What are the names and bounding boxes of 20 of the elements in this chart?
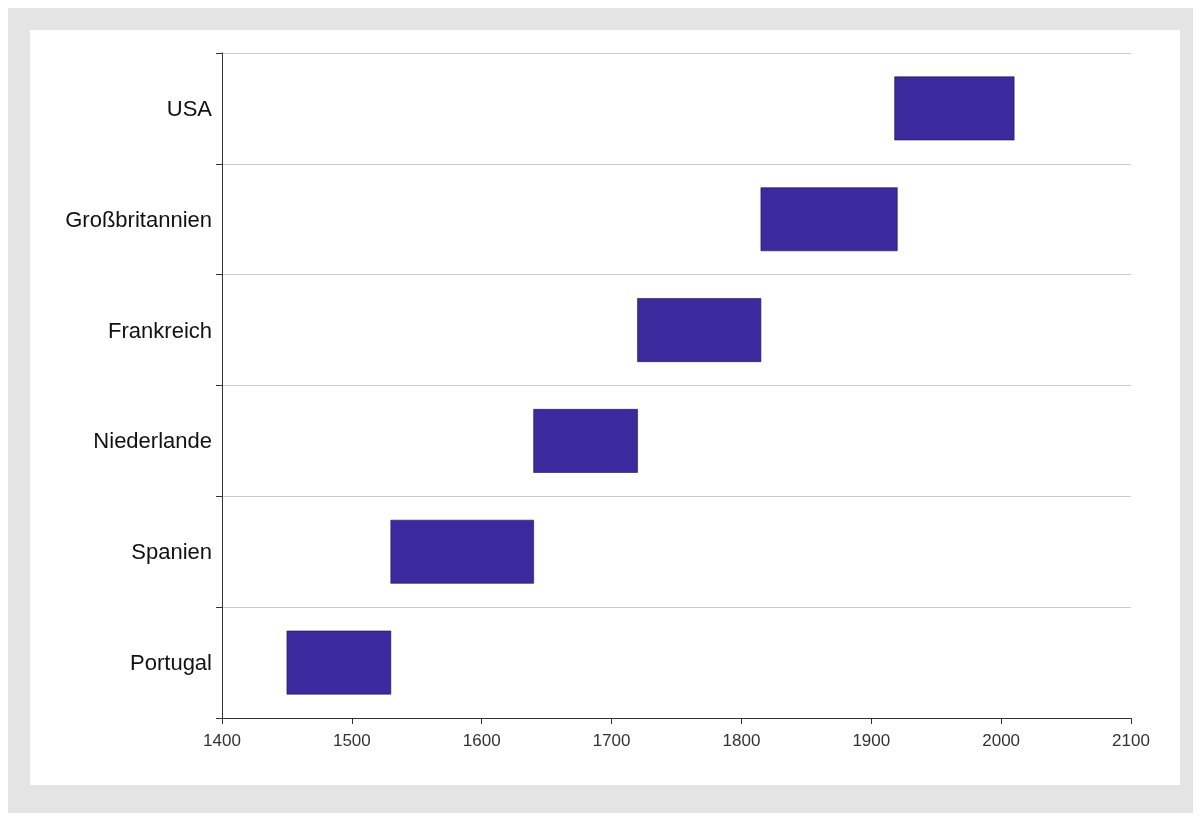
bar bbox=[760, 187, 898, 252]
x-tick-label: 1500 bbox=[332, 731, 371, 750]
y-tick-label: Portugal bbox=[130, 650, 212, 676]
bar bbox=[286, 630, 392, 695]
bar bbox=[894, 76, 1015, 141]
x-tick-label: 1400 bbox=[203, 731, 241, 750]
x-tick-label: 2100 bbox=[1112, 731, 1150, 750]
y-tick-label: Frankreich bbox=[108, 317, 212, 343]
y-tick-label: Niederlande bbox=[93, 428, 212, 454]
x-tick-label: 1900 bbox=[852, 731, 891, 750]
y-tick-label: Spanien bbox=[131, 539, 212, 565]
x-tick-label: 1800 bbox=[722, 731, 761, 750]
x-tick-label: 1700 bbox=[592, 731, 631, 750]
bar bbox=[390, 519, 534, 584]
bar bbox=[637, 298, 762, 362]
bar bbox=[533, 409, 638, 473]
x-tick-label: 1600 bbox=[462, 731, 501, 750]
y-tick-label: Großbritannien bbox=[65, 206, 212, 232]
x-tick-label: 2000 bbox=[982, 731, 1021, 750]
y-tick-label: USA bbox=[166, 95, 213, 121]
